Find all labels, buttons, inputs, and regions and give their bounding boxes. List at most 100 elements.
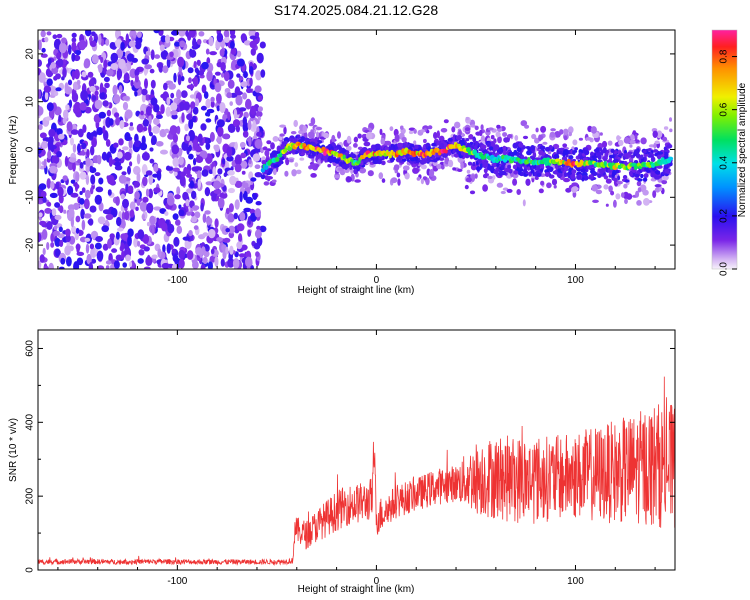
noise-cell xyxy=(120,193,126,200)
ridge-halo-cell xyxy=(554,131,561,138)
noise-cell xyxy=(178,209,185,217)
noise-cell xyxy=(257,95,263,101)
ridge-body-cell xyxy=(290,138,294,142)
ridge-halo-cell xyxy=(266,140,272,145)
colorbar-label: Normalized spectral amplitude xyxy=(737,82,748,217)
colorbar-frame xyxy=(711,29,738,270)
noise-cell xyxy=(234,180,243,188)
noise-cell xyxy=(125,254,131,262)
ridge-halo-cell xyxy=(626,193,633,200)
ridge-halo-cell xyxy=(616,136,622,140)
ridge-halo-cell xyxy=(466,169,471,174)
ridge-body-cell xyxy=(519,152,523,157)
snr-x-label: Height of straight line (km) xyxy=(298,584,415,595)
noise-cell xyxy=(252,119,257,131)
ridge-halo-cell xyxy=(296,169,302,175)
noise-cell xyxy=(89,85,96,93)
noise-cell xyxy=(94,99,103,110)
noise-cell xyxy=(217,168,223,175)
noise-cell xyxy=(110,207,118,218)
ridge-body-cell xyxy=(460,151,465,156)
noise-cell xyxy=(71,37,77,43)
noise-cell xyxy=(71,52,76,62)
ridge-body-cell xyxy=(518,142,524,148)
noise-cell xyxy=(122,198,129,209)
noise-cell xyxy=(59,42,67,54)
ridge-halo-cell xyxy=(464,184,469,190)
noise-cell xyxy=(151,173,159,178)
noise-cell xyxy=(46,221,53,230)
noise-cell xyxy=(148,123,152,135)
ridge-halo-cell xyxy=(563,128,569,135)
noise-cell xyxy=(38,183,47,191)
noise-cell xyxy=(75,215,81,223)
ridge-body-cell xyxy=(580,168,586,173)
noise-cell xyxy=(238,233,243,243)
noise-cell xyxy=(58,114,62,123)
ridge-halo-cell xyxy=(534,176,539,181)
noise-cell xyxy=(185,199,190,207)
noise-cell xyxy=(206,70,213,82)
noise-cell xyxy=(43,158,47,169)
noise-cell xyxy=(97,216,106,225)
noise-cell xyxy=(106,69,114,77)
ridge-body-cell xyxy=(642,150,647,154)
noise-cell xyxy=(172,49,179,59)
noise-cell xyxy=(38,39,42,51)
ridge-halo-cell xyxy=(635,190,640,198)
ridge-body-cell xyxy=(568,168,572,173)
noise-cell xyxy=(153,187,161,193)
ridge-body-cell xyxy=(610,148,615,153)
noise-cell xyxy=(41,47,46,53)
noise-cell xyxy=(219,48,225,57)
noise-cell xyxy=(182,236,190,241)
noise-cell xyxy=(118,174,127,184)
ridge-halo-cell xyxy=(599,132,603,136)
noise-cell xyxy=(129,122,134,127)
noise-cell xyxy=(176,89,182,100)
ridge-halo-cell xyxy=(436,130,440,139)
noise-cell xyxy=(70,129,79,135)
ridge-halo-cell xyxy=(458,129,462,136)
ridge-body-cell xyxy=(539,168,544,172)
y-tick-label: 0 xyxy=(25,146,36,152)
noise-cell xyxy=(172,157,180,168)
x-tick-label: 0 xyxy=(374,576,380,587)
noise-cell xyxy=(188,144,192,152)
ridge-body-cell xyxy=(526,150,532,156)
ridge-halo-cell xyxy=(610,190,615,196)
noise-cell xyxy=(225,228,230,233)
noise-cell xyxy=(153,104,160,113)
noise-cell xyxy=(173,72,177,83)
noise-cell xyxy=(64,245,71,256)
noise-cell xyxy=(38,68,41,76)
noise-cell xyxy=(50,181,55,190)
x-tick-label: -100 xyxy=(167,576,187,587)
noise-cell xyxy=(174,257,179,265)
noise-cell xyxy=(38,124,43,131)
noise-cell xyxy=(125,33,129,45)
noise-cell xyxy=(67,44,72,55)
noise-cell xyxy=(173,171,178,177)
noise-cell xyxy=(83,198,90,210)
ridge-body-cell xyxy=(556,172,563,178)
noise-cell xyxy=(223,172,227,177)
noise-cell xyxy=(157,248,162,258)
colorbar xyxy=(712,30,737,269)
noise-cell xyxy=(229,30,236,37)
noise-cell xyxy=(66,256,72,267)
noise-cell xyxy=(158,30,164,36)
ridge-body-cell xyxy=(489,146,494,151)
noise-cell xyxy=(217,197,225,209)
ridge-body-cell xyxy=(440,143,445,148)
noise-cell xyxy=(252,153,261,162)
noise-cell xyxy=(228,225,236,234)
noise-cell xyxy=(89,243,95,250)
noise-cell xyxy=(205,112,210,117)
noise-cell xyxy=(45,116,52,121)
ridge-body-cell xyxy=(538,150,544,156)
ridge-body-cell xyxy=(624,179,630,183)
ridge-body-cell xyxy=(527,166,531,171)
noise-cell xyxy=(91,137,97,148)
noise-cell xyxy=(85,30,92,37)
